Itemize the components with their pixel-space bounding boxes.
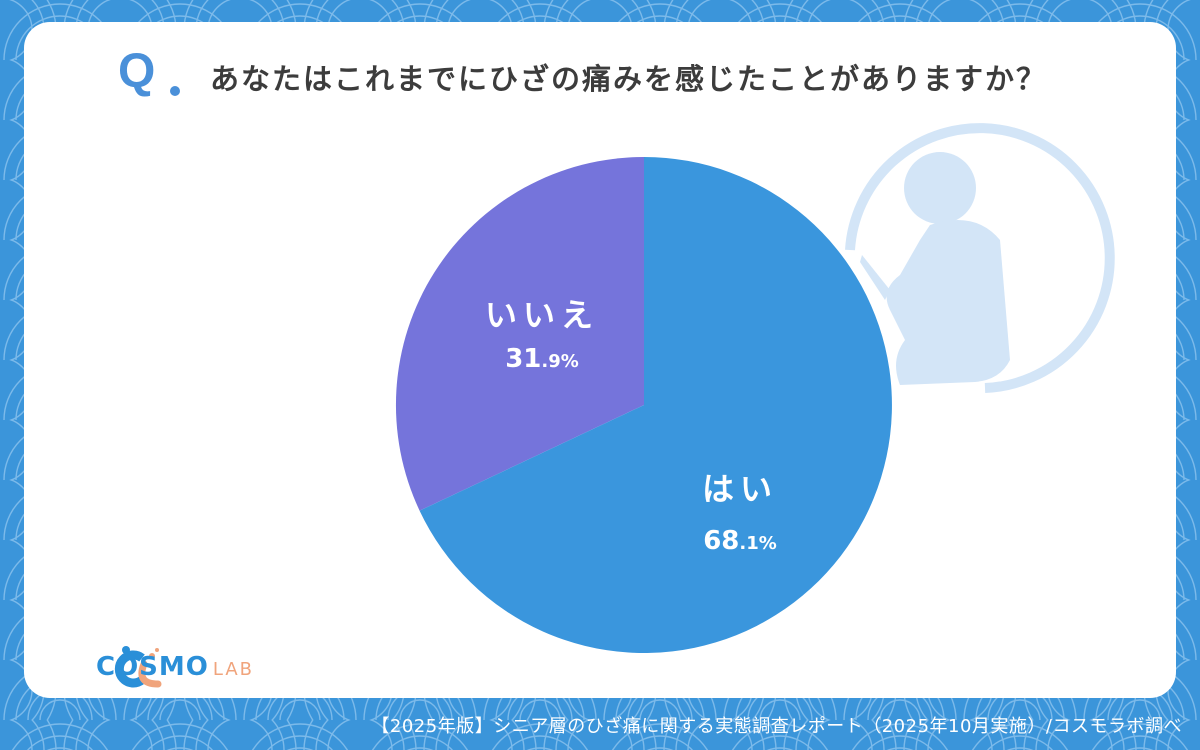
slice-label-yes: はい 68.1% [690, 464, 790, 556]
slice-name-yes: はい [701, 470, 778, 508]
source-footer: 【2025年版】シニア層のひざ痛に関する実態調査レポート（2025年10月実施）… [371, 716, 1182, 737]
q-dot [170, 86, 180, 96]
q-mark: Q [118, 45, 156, 98]
question-title: あなたはこれまでにひざの痛みを感じたことがありますか？ [210, 62, 1048, 96]
pie-slice-yes [419, 157, 892, 653]
slice-pct-no: 31.9% [505, 344, 579, 374]
logo-text: COSMO LAB [96, 652, 254, 682]
pie-slice-no [395, 157, 644, 511]
slice-pct-yes: 68.1% [703, 526, 777, 556]
cosmo-lab-logo-icon [114, 646, 162, 688]
slice-name-no: いいえ [484, 296, 599, 334]
slice-label-no: いいえ 31.9% [482, 290, 602, 374]
knee-pain-illustration-icon [845, 123, 1115, 393]
